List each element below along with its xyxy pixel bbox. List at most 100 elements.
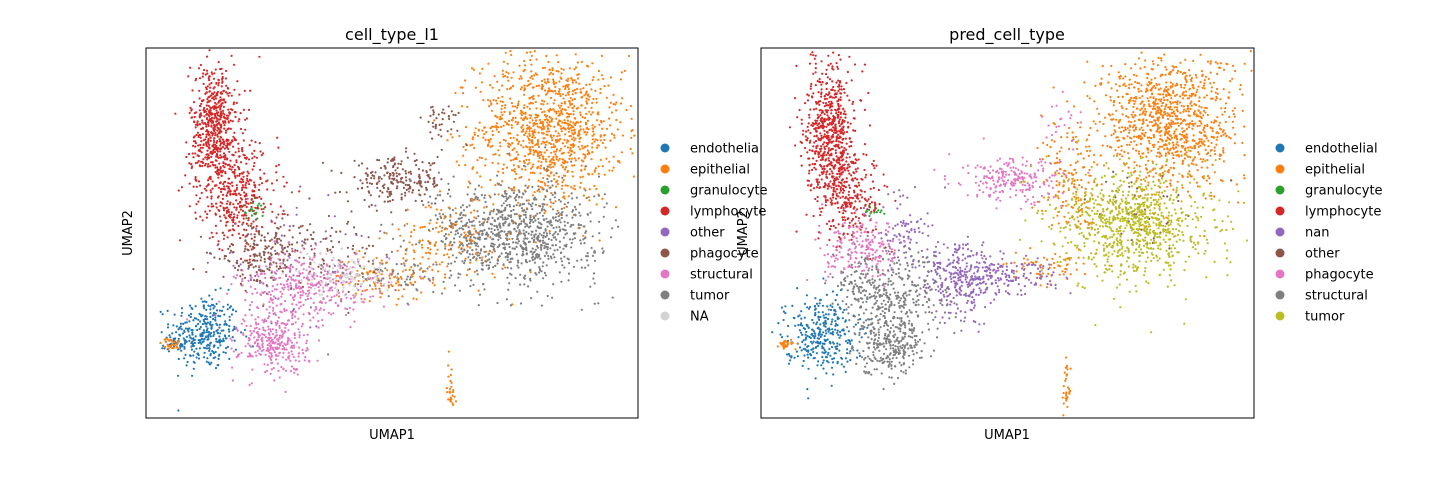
point <box>267 339 270 342</box>
point <box>509 232 512 236</box>
point <box>557 215 560 218</box>
point <box>217 363 220 367</box>
point <box>318 309 321 312</box>
point <box>542 241 545 244</box>
point <box>463 231 466 234</box>
point <box>529 148 533 151</box>
point <box>440 135 443 138</box>
point <box>213 128 217 131</box>
point <box>290 341 293 344</box>
point <box>255 326 258 329</box>
point <box>252 330 255 333</box>
point <box>341 260 344 264</box>
point <box>229 182 232 185</box>
point <box>293 332 296 335</box>
point <box>554 130 557 133</box>
point <box>283 252 286 255</box>
point <box>406 184 409 187</box>
point <box>228 229 232 232</box>
point <box>221 101 224 105</box>
point <box>213 130 216 133</box>
point <box>543 78 546 81</box>
point <box>171 332 174 335</box>
point <box>191 307 194 310</box>
point <box>507 196 510 200</box>
point <box>206 327 209 330</box>
point <box>272 295 275 298</box>
point <box>586 144 589 147</box>
point <box>241 284 244 287</box>
point <box>213 72 216 75</box>
point <box>206 261 209 264</box>
point <box>230 168 233 171</box>
point <box>253 336 256 339</box>
point <box>405 188 408 191</box>
point <box>528 130 531 133</box>
point <box>271 309 275 312</box>
point <box>454 91 457 95</box>
point <box>270 270 273 273</box>
point <box>291 265 294 269</box>
point <box>209 86 212 89</box>
point <box>208 209 211 212</box>
point <box>578 82 581 85</box>
point <box>397 162 400 165</box>
point <box>222 329 225 332</box>
point <box>210 121 213 124</box>
point <box>456 232 460 235</box>
point <box>281 356 284 359</box>
point <box>513 168 516 171</box>
point <box>491 133 494 137</box>
point <box>191 374 194 377</box>
point <box>508 230 511 233</box>
point <box>193 350 196 353</box>
point <box>418 182 421 185</box>
point <box>361 290 364 293</box>
point <box>523 84 526 87</box>
point <box>195 194 198 197</box>
point <box>214 171 217 174</box>
point <box>464 164 467 167</box>
point <box>514 199 518 202</box>
point <box>322 273 325 277</box>
point <box>353 226 356 229</box>
point <box>549 142 553 146</box>
point <box>428 252 432 255</box>
point <box>481 268 484 271</box>
point <box>207 131 210 134</box>
point <box>524 211 527 214</box>
point <box>290 350 293 353</box>
point <box>471 136 475 139</box>
point <box>522 213 526 216</box>
point <box>491 86 494 89</box>
point <box>283 213 286 216</box>
point <box>544 229 547 232</box>
point <box>566 184 569 187</box>
point <box>226 191 229 194</box>
point <box>263 272 266 275</box>
point <box>265 369 269 372</box>
point <box>560 251 563 254</box>
point <box>260 182 264 185</box>
point <box>572 145 575 148</box>
point <box>210 71 213 74</box>
point <box>621 134 625 137</box>
point <box>283 342 286 345</box>
point <box>545 232 548 235</box>
series-NA <box>271 247 405 297</box>
point <box>464 148 467 151</box>
point <box>214 97 218 100</box>
point <box>326 276 329 279</box>
point <box>471 138 474 141</box>
point <box>555 156 558 159</box>
point <box>545 54 548 58</box>
point <box>476 273 479 276</box>
point <box>255 354 258 357</box>
point <box>366 185 369 188</box>
point <box>249 224 252 228</box>
point <box>246 170 249 173</box>
point <box>373 282 376 286</box>
point <box>211 235 214 239</box>
point <box>597 302 600 305</box>
point <box>481 230 484 233</box>
